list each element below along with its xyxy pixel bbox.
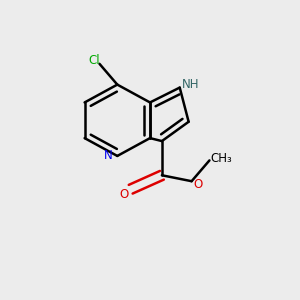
Text: Cl: Cl bbox=[88, 54, 100, 67]
Text: N: N bbox=[104, 149, 113, 162]
Text: CH₃: CH₃ bbox=[211, 152, 232, 165]
Text: O: O bbox=[194, 178, 203, 191]
Text: O: O bbox=[119, 188, 129, 201]
Text: NH: NH bbox=[182, 77, 200, 91]
